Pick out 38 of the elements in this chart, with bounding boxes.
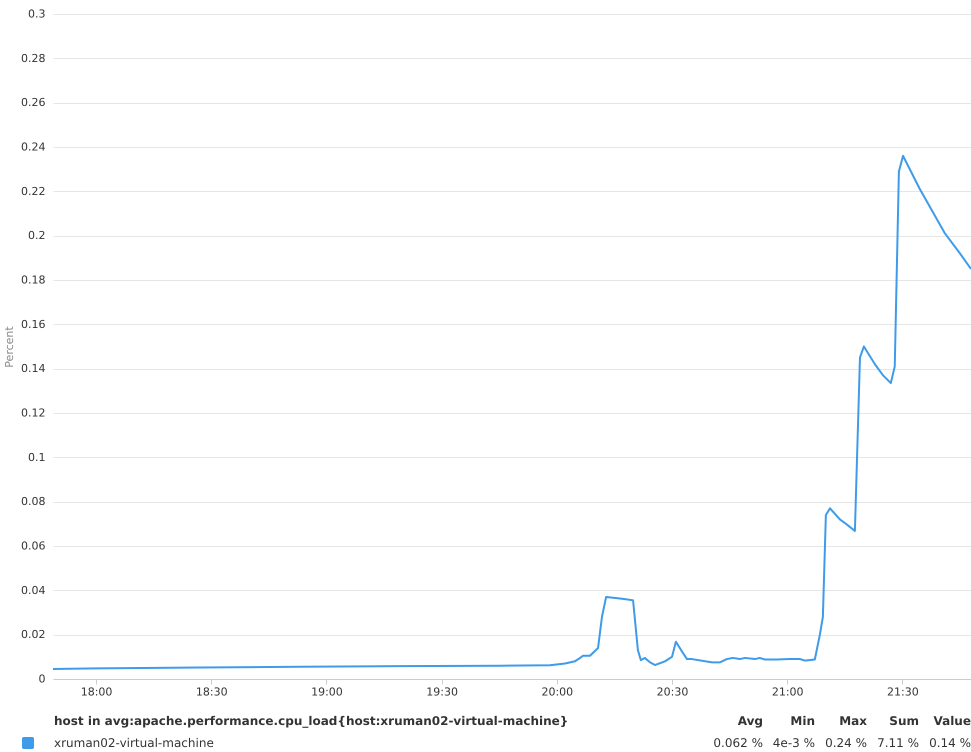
- y-tick-label: 0: [38, 672, 46, 686]
- y-tick-label: 0.3: [28, 8, 46, 20]
- text: 0.24 %: [824, 736, 867, 750]
- y-tick-label: 0.1: [28, 450, 46, 464]
- y-tick-label: 0.28: [21, 52, 46, 65]
- y-tick-label: 0.22: [21, 184, 46, 198]
- text: 0.14 %: [928, 736, 971, 750]
- text: Sum: [888, 714, 919, 728]
- y-tick-label: 0.02: [21, 628, 46, 642]
- text: Value: [932, 714, 971, 728]
- x-tick-label: 21:00: [772, 686, 804, 698]
- text: Min: [789, 714, 815, 728]
- y-tick-label: 0.14: [21, 362, 46, 376]
- x-tick-label: 21:30: [887, 686, 919, 698]
- y-tick-label: 0.12: [21, 406, 46, 420]
- y-axis-title: Percent: [3, 326, 16, 368]
- y-tick-label: 0.16: [21, 318, 46, 331]
- x-tick-label: 18:00: [80, 686, 112, 698]
- legend-title: host in avg:apache.performance.cpu_load{host:xruman02-virtual-machine}: [53, 714, 570, 728]
- text: 0.062 %: [712, 736, 763, 750]
- y-tick-label: 0.2: [28, 229, 46, 242]
- legend-label: xruman02-virtual-machine: [53, 736, 215, 750]
- line-series: [52, 154, 971, 670]
- text: 4e-3 %: [772, 736, 815, 750]
- y-tick-label: 0.06: [21, 540, 46, 552]
- y-tick-label: 0.04: [21, 584, 46, 597]
- y-tick-label: 0.26: [21, 96, 46, 110]
- x-tick-label: 18:30: [196, 686, 228, 698]
- x-tick-label: 19:30: [426, 686, 458, 698]
- y-tick-label: 0.08: [21, 495, 46, 508]
- x-tick-label: 20:00: [541, 686, 574, 698]
- text: 7.11 %: [876, 736, 919, 750]
- text: Avg: [736, 714, 763, 728]
- y-tick-label: 0.24: [21, 140, 46, 154]
- text: Max: [838, 714, 867, 728]
- x-tick-label: 20:30: [656, 686, 688, 698]
- x-tick-label: 19:00: [311, 686, 343, 698]
- y-tick-label: 0.18: [21, 274, 46, 286]
